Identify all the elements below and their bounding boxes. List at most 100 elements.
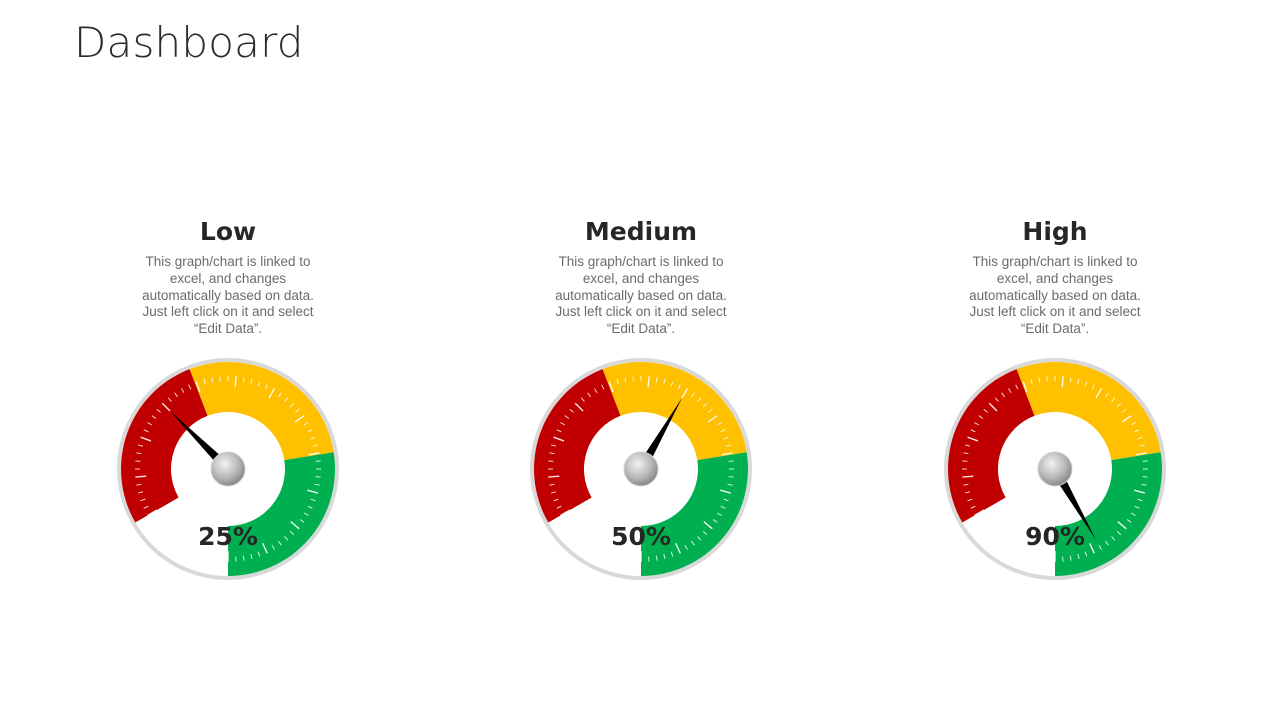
- gauge-card-high: High This graph/chart is linked to excel…: [925, 215, 1185, 586]
- gauge-tick: [203, 379, 206, 385]
- gauge-tick: [551, 491, 557, 494]
- gauge-tick: [242, 555, 245, 561]
- gauge-tick: [278, 392, 282, 398]
- gauge-tick: [548, 475, 560, 478]
- gauge-card-medium: Medium This graph/chart is linked to exc…: [511, 215, 771, 586]
- gauge-tick: [707, 415, 718, 423]
- gauge-band-1: [1016, 361, 1161, 461]
- gauge-tick: [303, 512, 309, 516]
- gauge-tick: [211, 377, 214, 383]
- gauge-tick: [167, 397, 172, 402]
- gauge-tick: [1116, 402, 1122, 408]
- gauge-tick: [723, 498, 729, 502]
- gauge-tick: [290, 521, 300, 530]
- gauge-tick: [289, 402, 295, 408]
- gauge-tick: [1122, 408, 1127, 413]
- gauge-title: Low: [199, 217, 257, 246]
- gauge-tick: [1139, 444, 1145, 447]
- gauge-tick: [308, 452, 320, 456]
- gauge-tick: [242, 377, 245, 383]
- gauge-tick: [681, 388, 689, 399]
- gauge-tick: [1077, 379, 1080, 385]
- gauge-tick: [720, 489, 732, 494]
- gauge-tick: [963, 483, 969, 486]
- gauge-tick: [1134, 505, 1140, 509]
- gauge-tick: [663, 553, 666, 559]
- gauge-tick: [574, 402, 584, 412]
- gauge-tick: [188, 384, 192, 390]
- gauge-tick: [1135, 452, 1147, 456]
- gauge-card-low: Low This graph/chart is linked to excel,…: [98, 215, 358, 586]
- gauge-tick: [257, 381, 261, 387]
- gauge-tick: [549, 452, 555, 455]
- gauge-chart[interactable]: 90%: [925, 356, 1185, 586]
- gauge-tick: [967, 436, 979, 442]
- gauge-tick: [268, 388, 276, 399]
- gauge-tick: [1015, 384, 1019, 390]
- gauge-chart[interactable]: 25%: [98, 356, 358, 586]
- gauge-hub: [210, 451, 246, 487]
- gauge-tick: [1105, 540, 1109, 546]
- gauge-chart[interactable]: 50%: [511, 356, 771, 586]
- gauge-tick: [727, 483, 733, 486]
- gauge-tick: [564, 415, 570, 419]
- gauge-tick: [1137, 436, 1143, 440]
- gauge-tick: [716, 422, 722, 426]
- gauge-tick: [1137, 498, 1143, 502]
- gauge-tick: [1105, 392, 1109, 398]
- gauge-tick: [1069, 377, 1072, 383]
- gauge-tick: [691, 540, 695, 546]
- gauge-tick: [1091, 384, 1095, 390]
- gauge-tick: [983, 408, 988, 413]
- gauge-tick: [616, 379, 619, 385]
- gauge-tick: [965, 444, 971, 447]
- gauge-tick: [663, 379, 666, 385]
- gauge-tick: [587, 392, 591, 398]
- gauge-tick: [257, 551, 261, 557]
- gauge-tick: [556, 505, 562, 509]
- gauge-band-0: [948, 369, 1035, 523]
- gauge-tick: [553, 436, 565, 442]
- gauge-tick: [289, 530, 295, 536]
- gauge-tick: [1134, 429, 1140, 433]
- gauge-tick: [303, 422, 309, 426]
- gauge-value-label: 25%: [198, 522, 258, 551]
- gauge-tick: [647, 376, 650, 388]
- gauge-tick: [307, 505, 313, 509]
- gauge-tick: [1130, 512, 1136, 516]
- gauge-tick: [1038, 377, 1041, 383]
- gauge-tick: [720, 429, 726, 433]
- gauge-tick: [697, 397, 702, 402]
- gauge-tick: [147, 422, 153, 426]
- gauge-band-1: [189, 361, 334, 461]
- gauge-tick: [250, 553, 253, 559]
- gauge-value-label: 50%: [611, 522, 671, 551]
- gauge-tick: [307, 489, 319, 494]
- gauge-tick: [723, 436, 729, 440]
- gauge-tick: [1095, 388, 1103, 399]
- gauge-tick: [708, 408, 713, 413]
- gauge-tick: [580, 397, 585, 402]
- gauge-tick: [1130, 422, 1136, 426]
- gauge-tick: [278, 540, 282, 546]
- gauge-tick: [250, 379, 253, 385]
- gauge-tick: [310, 436, 316, 440]
- gauge-tick: [720, 505, 726, 509]
- gauge-tick: [136, 452, 142, 455]
- gauge-tick: [312, 444, 318, 447]
- gauge-tick: [135, 475, 147, 478]
- gauge-tick: [702, 402, 708, 408]
- gauge-tick: [314, 483, 320, 486]
- gauge-hub: [1037, 451, 1073, 487]
- gauge-tick: [670, 381, 674, 387]
- gauge-tick: [978, 415, 984, 419]
- gauge-tick: [1001, 392, 1005, 398]
- gauge-tick: [556, 429, 562, 433]
- gauge-tick: [1121, 415, 1132, 423]
- gauge-tick: [712, 519, 718, 523]
- gauge-tick: [551, 444, 557, 447]
- gauge-tick: [974, 422, 980, 426]
- gauge-tick: [140, 436, 152, 442]
- gauge-tick: [138, 444, 144, 447]
- gauge-tick: [264, 384, 268, 390]
